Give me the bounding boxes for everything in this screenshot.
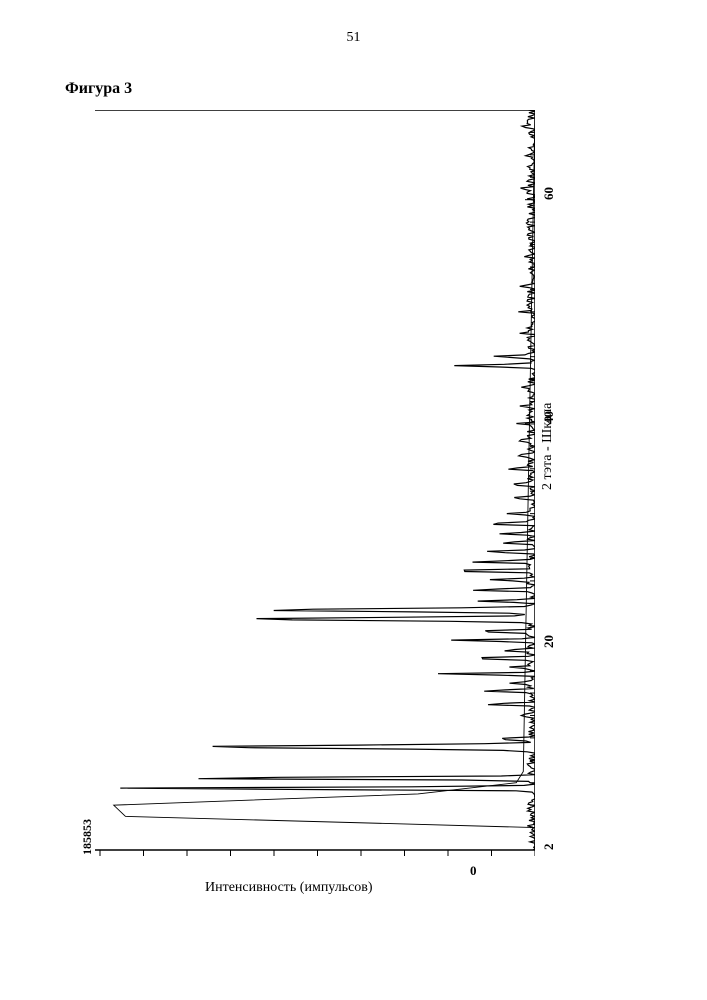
page-number: 51 <box>347 30 361 46</box>
x-tick-label: 40 <box>541 411 557 424</box>
figure-label: Фигура 3 <box>65 80 132 98</box>
chart-svg <box>95 110 535 870</box>
y-zero-label: 0 <box>470 863 477 879</box>
y-axis-label: Интенсивность (импульсов) <box>205 880 373 896</box>
x-tick-label: 20 <box>541 635 557 648</box>
x-tick-label: 2 <box>541 844 557 851</box>
xrd-chart <box>95 110 535 870</box>
y-max-label: 185853 <box>80 819 95 855</box>
x-tick-label: 60 <box>541 187 557 200</box>
